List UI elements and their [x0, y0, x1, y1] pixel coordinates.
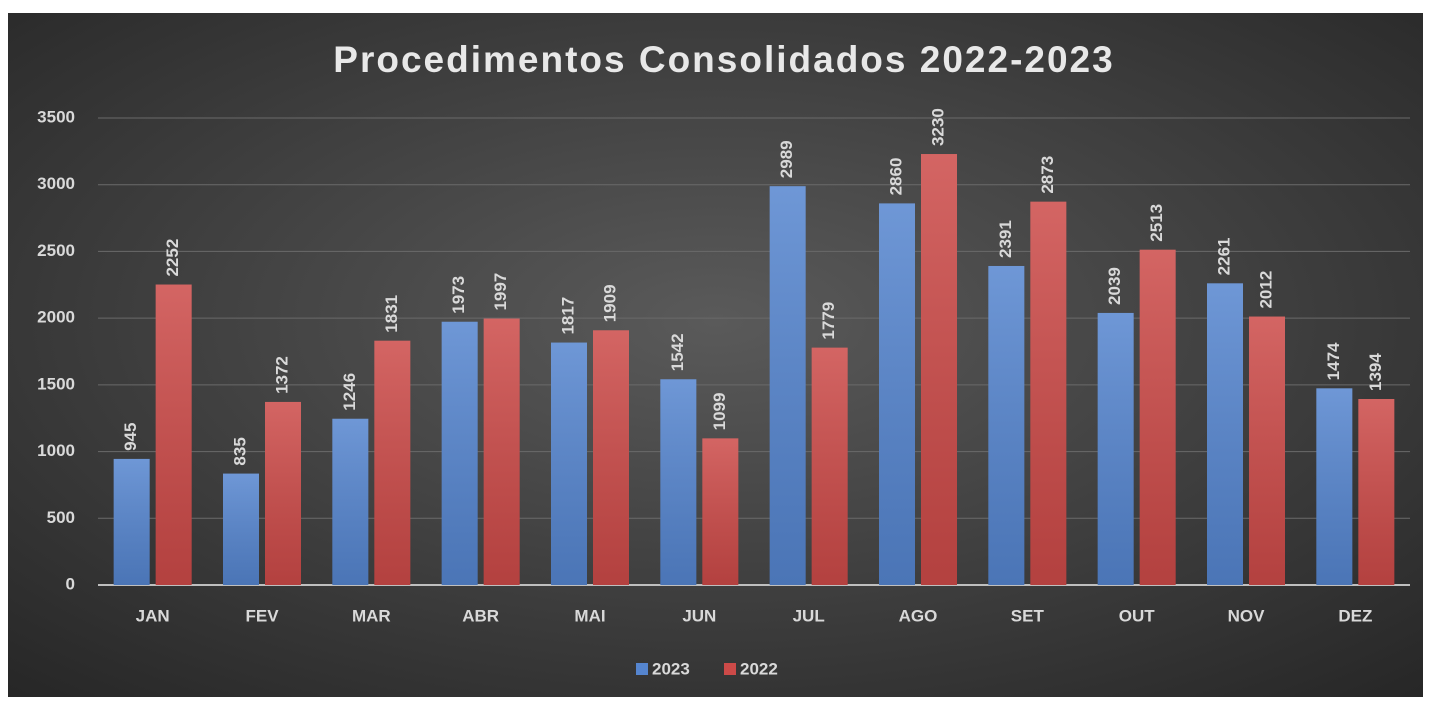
bar-shade	[593, 330, 629, 585]
bar-shade	[223, 473, 259, 585]
bar-shade	[332, 418, 369, 585]
data-label: 2513	[1147, 204, 1166, 242]
bar-shade	[1316, 388, 1353, 585]
data-label: 1099	[710, 393, 729, 431]
data-label: 2391	[996, 220, 1015, 258]
y-tick-label: 1000	[37, 441, 75, 460]
data-label: 1474	[1324, 342, 1343, 380]
data-label: 945	[121, 423, 140, 451]
x-tick-label: SET	[1011, 606, 1045, 625]
bar-shade	[1030, 201, 1067, 585]
data-label: 2873	[1038, 156, 1057, 194]
x-tick-label: DEZ	[1338, 606, 1372, 625]
data-label: 1817	[558, 297, 577, 335]
bar-shade	[1358, 399, 1395, 585]
y-tick-label: 500	[47, 508, 75, 527]
x-tick-label: OUT	[1119, 606, 1156, 625]
bar-shade	[660, 379, 697, 585]
bar-shade	[702, 438, 739, 585]
x-tick-label: AGO	[899, 606, 938, 625]
data-label: 2860	[886, 158, 905, 196]
x-tick-label: FEV	[245, 606, 279, 625]
x-tick-label: MAI	[574, 606, 605, 625]
x-tick-label: JUN	[682, 606, 716, 625]
bar-shade	[988, 265, 1025, 585]
data-label: 1831	[382, 295, 401, 333]
y-tick-label: 3500	[37, 107, 75, 126]
bar-shade	[1249, 316, 1285, 585]
bar-shade	[921, 154, 957, 586]
data-label: 3230	[928, 108, 947, 146]
y-tick-label: 3000	[37, 174, 75, 193]
y-tick-label: 0	[66, 574, 75, 593]
bar-shade	[441, 321, 478, 585]
data-label: 2252	[163, 239, 182, 277]
bar-shade	[483, 318, 520, 585]
data-label: 1246	[340, 373, 359, 411]
legend-swatch	[636, 663, 648, 675]
data-label: 1973	[449, 276, 468, 314]
bar-shade	[1207, 283, 1243, 585]
data-label: 2039	[1105, 267, 1124, 305]
data-label: 1394	[1366, 353, 1385, 391]
data-label: 1779	[819, 302, 838, 340]
legend-label: 2023	[652, 659, 690, 678]
x-tick-label: JAN	[136, 606, 170, 625]
x-tick-label: NOV	[1228, 606, 1266, 625]
data-label: 2989	[777, 140, 796, 178]
legend-label: 2022	[740, 659, 778, 678]
bar-shade	[769, 186, 806, 585]
x-tick-label: JUL	[793, 606, 825, 625]
data-label: 2261	[1214, 237, 1233, 275]
data-label: 1909	[600, 284, 619, 322]
y-tick-label: 1500	[37, 374, 75, 393]
data-label: 2012	[1256, 271, 1275, 309]
chart-title: Procedimentos Consolidados 2022-2023	[333, 39, 1114, 80]
bar-shade	[265, 401, 301, 585]
bar-shade	[879, 203, 915, 585]
data-label: 1542	[668, 333, 687, 371]
x-tick-label: ABR	[462, 606, 499, 625]
bar-shade	[1139, 249, 1176, 585]
data-label: 1997	[491, 273, 510, 311]
data-label: 835	[230, 437, 249, 465]
bar-shade	[155, 284, 192, 585]
bar-shade	[113, 458, 150, 585]
bar-shade	[1097, 312, 1134, 585]
legend-swatch	[724, 663, 736, 675]
bar-shade	[551, 342, 587, 585]
y-tick-label: 2000	[37, 308, 75, 327]
bar-shade	[374, 340, 411, 585]
x-tick-label: MAR	[352, 606, 391, 625]
bar-shade	[811, 347, 848, 585]
data-label: 1372	[272, 356, 291, 394]
y-tick-label: 2500	[37, 241, 75, 260]
